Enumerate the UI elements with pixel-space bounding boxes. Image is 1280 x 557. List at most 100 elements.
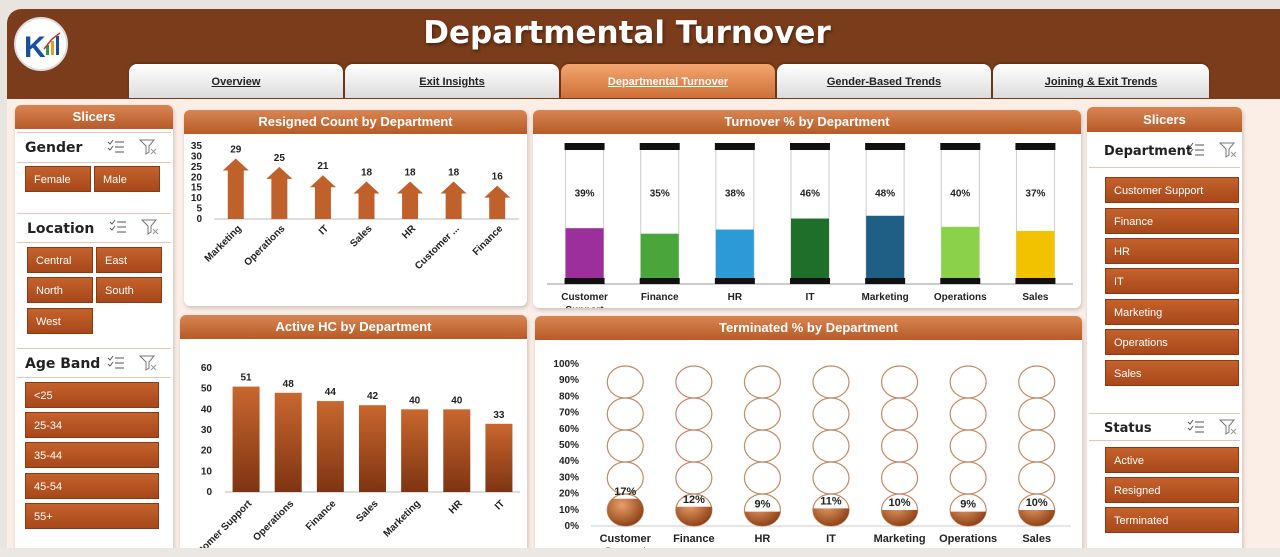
data-label: 11% [820, 495, 842, 507]
data-label: 21 [317, 161, 329, 172]
slicer-age-25-34[interactable]: 25-34 [25, 412, 159, 438]
bubble-outline [743, 461, 782, 495]
multi-select-icon[interactable] [107, 355, 125, 371]
bubble-outline [880, 397, 919, 431]
active-hc-panel: Active HC by Department 0 10 20 30 40 50 60 51 C… [180, 315, 527, 557]
slicer-location-west[interactable]: West [27, 308, 93, 334]
company-logo: K [14, 17, 68, 71]
multi-select-icon[interactable] [1187, 142, 1205, 158]
tab-joining-exit-trends[interactable]: Joining & Exit Trends [993, 64, 1209, 98]
multi-select-icon[interactable] [1187, 419, 1205, 435]
left-slicer-panel: Slicers Gender Female Male Location Cent… [15, 105, 173, 557]
fill-finance [675, 506, 712, 526]
slicer-status-active[interactable]: Active [1105, 447, 1239, 473]
tab-departmental-turnover[interactable]: Departmental Turnover [561, 64, 775, 98]
slicer-location-south[interactable]: South [96, 277, 162, 303]
tab-exit-insights[interactable]: Exit Insights [345, 64, 559, 98]
bar-it [485, 423, 513, 492]
cylinder-cap [790, 143, 830, 150]
data-label: 44 [325, 387, 337, 398]
data-label: 25 [274, 153, 286, 164]
slicer-location-central[interactable]: Central [27, 247, 93, 273]
slicer-dept-it[interactable]: IT [1105, 268, 1239, 294]
y-tick-label: 0% [565, 521, 580, 532]
slicer-dept-hr[interactable]: HR [1105, 238, 1239, 264]
clear-filter-icon[interactable] [1219, 142, 1237, 158]
slicer-gender-female[interactable]: Female [25, 166, 91, 192]
bubble-outline [880, 365, 919, 399]
status-slicer-title: Status [1104, 421, 1152, 436]
y-tick-label: 20 [191, 172, 203, 183]
bubble-outline [812, 429, 850, 463]
y-tick-label: 60 [201, 363, 213, 374]
fill-it [813, 508, 849, 526]
bubble-outline [949, 429, 987, 463]
bubble-outline [1018, 461, 1056, 495]
resigned-count-title: Resigned Count by Department [184, 110, 527, 134]
x-tick-label: IT [493, 498, 507, 512]
slicer-location-north[interactable]: North [27, 277, 93, 303]
bubble-outline [812, 397, 850, 431]
slicer-dept-customer-support[interactable]: Customer Support [1105, 177, 1239, 203]
bar-customer [440, 181, 467, 219]
data-label: 35% [650, 188, 670, 199]
y-tick-label: 50 [201, 384, 213, 395]
bubble-outline [949, 461, 987, 495]
clear-filter-icon[interactable] [1219, 419, 1237, 435]
y-tick-label: 50% [559, 440, 579, 451]
slicer-status-resigned[interactable]: Resigned [1105, 477, 1239, 503]
data-label: 12% [683, 494, 705, 506]
data-label: 42 [367, 391, 379, 402]
y-tick-label: 0 [206, 487, 212, 498]
bubble-outline [1018, 429, 1056, 463]
slicer-age-35-44[interactable]: 35-44 [25, 442, 159, 468]
data-label: 29 [230, 145, 242, 156]
x-tick-label: HR [728, 292, 743, 303]
y-tick-label: 30 [191, 151, 203, 162]
svg-text:K: K [24, 31, 46, 64]
bubble-outline [675, 397, 713, 431]
multi-select-icon[interactable] [109, 219, 127, 235]
slicer-dept-marketing[interactable]: Marketing [1105, 299, 1239, 325]
turnover-pct-title: Turnover % by Department [533, 110, 1081, 134]
fill-customer-support [607, 498, 644, 526]
x-tick-label: Finance [304, 498, 339, 533]
slicer-location-east[interactable]: East [96, 247, 162, 273]
clear-filter-icon[interactable] [139, 139, 157, 155]
data-label: 18 [448, 167, 460, 178]
slicer-status-terminated[interactable]: Terminated [1105, 507, 1239, 533]
data-label: 18 [361, 167, 373, 178]
slicer-dept-sales[interactable]: Sales [1105, 360, 1239, 386]
x-tick-label: Customer [561, 292, 608, 303]
age-band-slicer-title: Age Band [25, 356, 101, 372]
slicer-dept-finance[interactable]: Finance [1105, 208, 1239, 234]
bar-customer-support [232, 386, 260, 492]
fill-sales [1018, 510, 1055, 526]
bar-it [309, 175, 336, 219]
fill-operations [941, 226, 980, 282]
multi-select-icon[interactable] [107, 139, 125, 155]
slicer-age-45-54[interactable]: 45-54 [25, 473, 159, 499]
bar-operations [274, 392, 302, 492]
tab-gender-based-trends[interactable]: Gender-Based Trends [777, 64, 991, 98]
turnover-pct-chart: 39% Customer Support 35% Finance 38% HR 46% IT 48… [547, 143, 1073, 308]
bubble-outline [606, 397, 644, 431]
data-label: 40 [409, 395, 421, 406]
slicer-age-under-25[interactable]: <25 [25, 382, 159, 408]
sheet-tab-strip [0, 548, 1280, 557]
bubble-outline [812, 461, 850, 495]
clear-filter-icon[interactable] [141, 219, 159, 235]
x-tick-label: Operations [934, 292, 987, 303]
data-label: 46% [800, 188, 820, 199]
slicer-gender-male[interactable]: Male [94, 166, 160, 192]
slicer-age-55-plus[interactable]: 55+ [25, 503, 159, 529]
clear-filter-icon[interactable] [139, 355, 157, 371]
slicer-dept-operations[interactable]: Operations [1105, 329, 1239, 355]
x-tick-label: Sales [1022, 533, 1051, 545]
fill-marketing [866, 215, 905, 282]
tab-overview[interactable]: Overview [129, 64, 343, 98]
tab-bar: Overview Exit Insights Departmental Turn… [129, 64, 1211, 98]
cylinder-cap [865, 143, 906, 150]
y-tick-label: 10% [559, 505, 579, 516]
